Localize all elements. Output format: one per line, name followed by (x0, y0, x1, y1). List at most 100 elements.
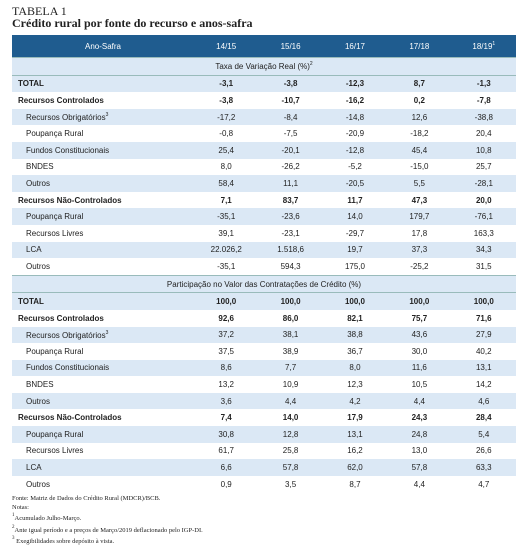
value-cell: 34,3 (451, 241, 516, 259)
row-label: Poupança Rural (12, 125, 194, 142)
row-label: Recursos Obrigatórios3 (12, 108, 194, 126)
row-label: Outros (12, 392, 194, 410)
value-cell: -25,2 (410, 261, 429, 271)
row-label-text: Recursos Livres (26, 228, 84, 238)
notes-label: Notas: (12, 503, 29, 511)
year-header: 18/191 (451, 35, 516, 58)
row-label: LCA (12, 459, 194, 476)
value-cell: -23,1 (281, 228, 300, 238)
row-label-text: Recursos Não-Controlados (18, 195, 122, 205)
note-mark: 2 (309, 61, 313, 68)
value-cell: -3,8 (258, 75, 323, 93)
value-cell: 175,0 (344, 261, 365, 271)
value-cell: 83,7 (282, 195, 299, 205)
value-cell: 8,7 (349, 479, 361, 489)
note-text: Acumulado Julho-Março. (14, 515, 82, 523)
data-row: Outros 3,6 4,4 4,2 4,4 4,6 (12, 392, 516, 410)
data-row: Poupança Rural -0,8 -7,5 -20,9 -18,2 20,4 (12, 125, 516, 142)
data-row: Poupança Rural 37,5 38,9 36,7 30,0 40,2 (12, 343, 516, 360)
value-cell: 100,0 (194, 292, 259, 310)
value-cell: -18,2 (410, 129, 429, 139)
footer: Fonte: Matriz de Dados do Crédito Rural … (12, 495, 203, 547)
value-cell: 37,5 (218, 346, 234, 356)
value-cell: 20,0 (475, 195, 492, 205)
section-title: Taxa de Variação Real (%)2 (12, 57, 516, 76)
value-cell: 100,0 (387, 292, 452, 310)
value-cell: 71,6 (475, 313, 492, 323)
value-cell: 11,1 (258, 175, 323, 192)
year-header-text: 14/15 (216, 41, 237, 51)
year-header: 15/16 (258, 35, 323, 58)
value-cell: -28,1 (451, 175, 516, 192)
row-label-text: Recursos Não-Controlados (18, 413, 122, 423)
note-mark: 2 (12, 524, 15, 530)
row-label-text: BNDES (26, 162, 54, 172)
row-label-text: Recursos Obrigatórios (26, 113, 106, 123)
value-cell: 22.026,2 (194, 241, 259, 259)
row-label-text: Poupança Rural (26, 129, 84, 139)
value-cell: 57,8 (387, 459, 452, 476)
value-cell: 13,1 (451, 359, 516, 377)
value-cell: 24,8 (387, 426, 452, 443)
value-cell: 13,0 (411, 446, 428, 456)
row-label-text: Poupança Rural (26, 429, 84, 439)
value-cell: 12,6 (387, 108, 452, 126)
row-label: Recursos Controlados (12, 310, 194, 327)
section-title-text: Taxa de Variação Real (%) (215, 62, 310, 72)
value-cell: 8,0 (220, 162, 232, 172)
value-cell: -16,2 (345, 95, 365, 105)
row-label: BNDES (12, 376, 194, 393)
value-cell: 0,2 (413, 95, 425, 105)
value-cell: 100,0 (258, 292, 323, 310)
value-cell: 63,3 (451, 459, 516, 476)
note-mark: 1 (12, 513, 15, 519)
row-label-text: Recursos Livres (26, 446, 84, 456)
data-row: BNDES 13,2 10,9 12,3 10,5 14,2 (12, 376, 516, 393)
row-label: Outros (12, 175, 194, 192)
data-row: Recursos Controlados 92,6 86,0 82,1 75,7 71,6 (12, 310, 516, 327)
value-cell: 45,4 (387, 141, 452, 159)
value-cell: 163,3 (473, 228, 494, 238)
value-cell: 25,4 (194, 141, 259, 159)
value-cell: 40,2 (475, 346, 492, 356)
data-row: Recursos Controlados -3,8 -10,7 -16,2 0,2 -7,… (12, 92, 516, 109)
value-cell: 92,6 (218, 313, 234, 323)
value-cell: 14,0 (322, 208, 388, 225)
value-cell: -3,8 (219, 95, 234, 105)
value-cell: 38,8 (322, 326, 388, 344)
data-row: Poupança Rural -35,1 -23,6 14,0 179,7 -76,1 (12, 208, 516, 225)
data-row: Outros -35,1 594,3 175,0 -25,2 31,5 (12, 258, 516, 275)
value-cell: -7,5 (283, 129, 298, 139)
row-label-text: Fundos Constitucionais (26, 145, 110, 155)
data-row: Recursos Não-Controlados 7,4 14,0 17,9 24,3 2… (12, 409, 516, 426)
value-cell: -5,2 (348, 162, 362, 172)
row-label-text: Poupança Rural (26, 346, 84, 356)
value-cell: 3,5 (285, 479, 297, 489)
row-label-text: LCA (26, 463, 42, 473)
note-text: Ante igual período e a preços de Março/2… (14, 526, 203, 534)
value-cell: -20,5 (322, 175, 388, 192)
data-row: Recursos Não-Controlados 7,1 83,7 11,7 47,3 2… (12, 192, 516, 209)
section-row: Participação no Valor das Contratações d… (12, 274, 516, 294)
year-header: 16/17 (322, 35, 388, 58)
row-label: Poupança Rural (12, 343, 194, 360)
value-cell: -15,0 (410, 162, 429, 172)
value-cell: 39,1 (218, 228, 234, 238)
row-label: Recursos Livres (12, 443, 194, 460)
data-row: Recursos Livres 61,7 25,8 16,2 13,0 26,6 (12, 443, 516, 460)
value-cell: 31,5 (475, 261, 492, 271)
value-cell: 179,7 (387, 208, 452, 225)
value-cell: 16,2 (347, 446, 363, 456)
table-title: Crédito rural por fonte do recurso e ano… (12, 16, 253, 30)
note-mark: 3 (12, 536, 15, 542)
value-cell: 3,6 (194, 392, 259, 410)
value-cell: 24,3 (411, 413, 428, 423)
data-row: Fundos Constitucionais 25,4 -20,1 -12,8 45,4… (12, 141, 516, 159)
value-cell: 37,2 (194, 326, 259, 344)
row-label: TOTAL (12, 75, 194, 93)
value-cell: 14,2 (475, 380, 492, 390)
value-cell: 38,9 (282, 346, 299, 356)
section-row: Taxa de Variação Real (%)2 (12, 57, 516, 76)
row-label: Outros (12, 258, 194, 275)
note: 1Acumulado Julho-Março. (12, 512, 203, 524)
